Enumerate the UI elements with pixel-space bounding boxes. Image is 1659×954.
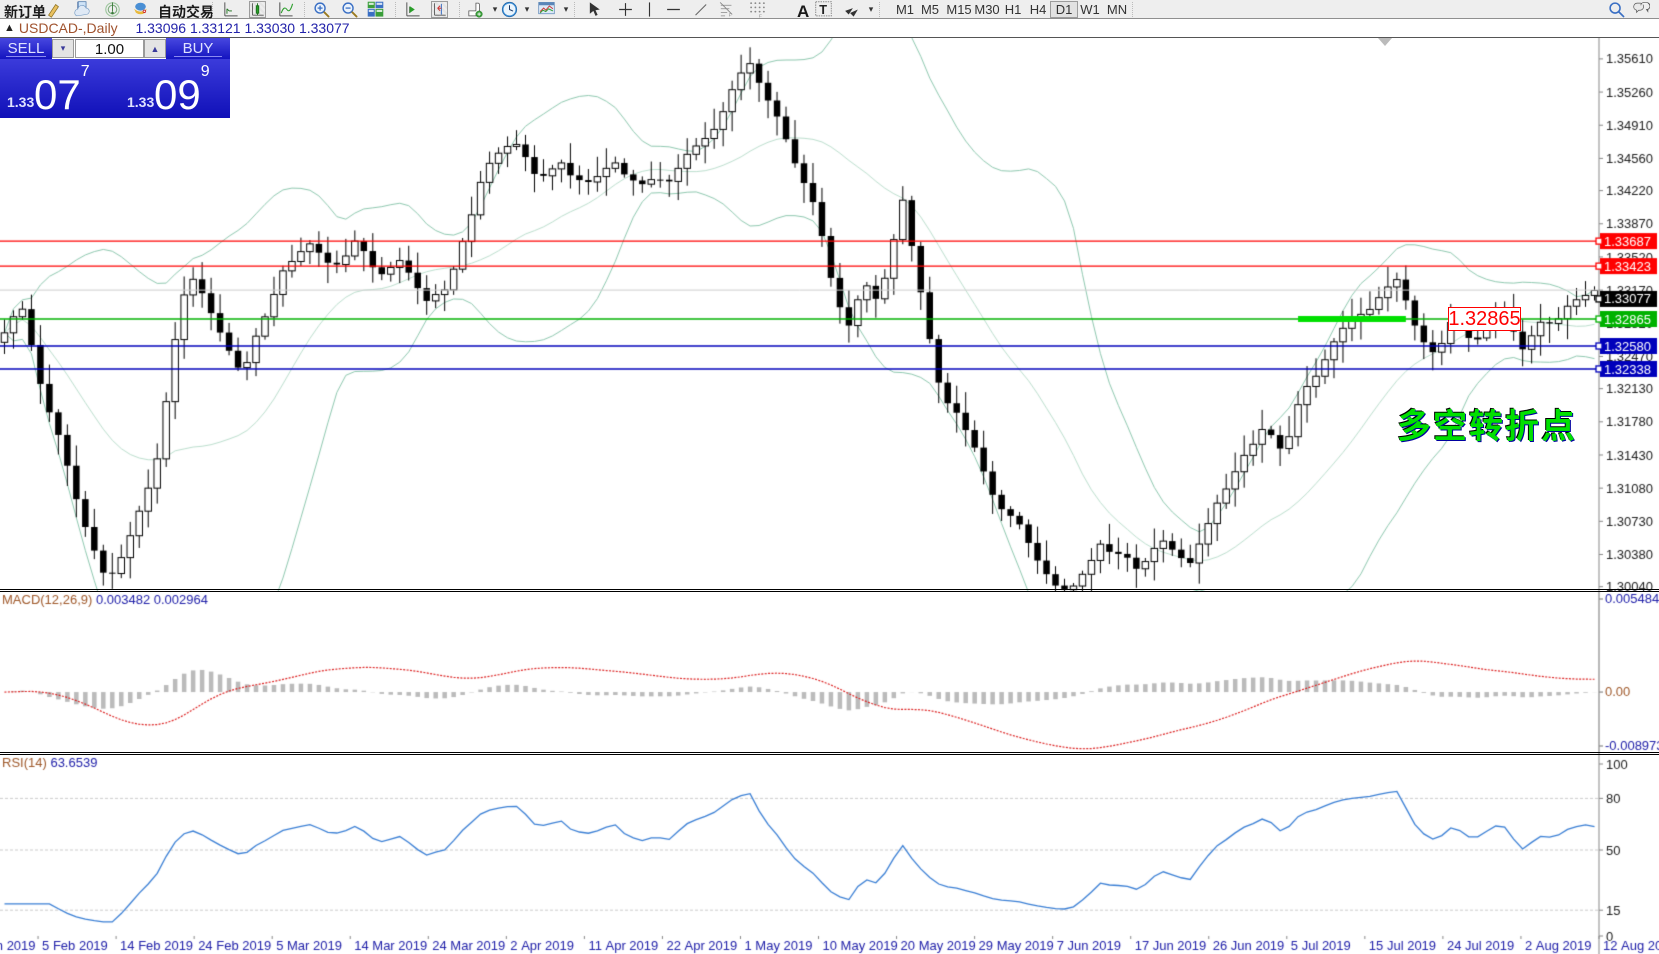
svg-text:T: T [819,2,827,17]
svg-text:F: F [759,13,762,18]
svg-text:F: F [729,13,732,18]
